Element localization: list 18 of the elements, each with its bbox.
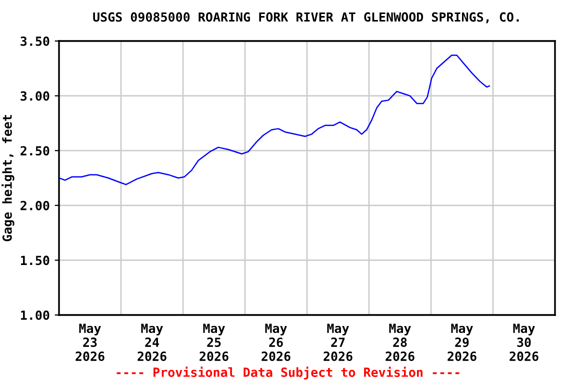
line-series [59, 54, 490, 186]
y-tick-label: 2.50 [20, 146, 50, 156]
x-tick-label: May 30 2026 [510, 324, 538, 362]
x-tick-label: May 28 2026 [386, 324, 414, 362]
chart-title: USGS 09085000 ROARING FORK RIVER AT GLENWOOD SPRINGS, CO. [93, 12, 519, 24]
x-tick-label: May 29 2026 [448, 324, 476, 362]
x-tick-label: May 26 2026 [262, 324, 290, 362]
y-tick-label: 3.50 [20, 36, 50, 46]
y-tick-label: 1.00 [21, 310, 50, 320]
x-tick-label: May 27 2026 [324, 324, 352, 362]
y-tick-label: 3.00 [20, 91, 50, 101]
x-tick-label: May 23 2026 [76, 324, 104, 362]
y-tick-label: 1.50 [21, 256, 50, 266]
x-tick-label: May 24 2026 [138, 324, 166, 362]
y-tick-label: 2.00 [20, 200, 50, 210]
text: ---- Provisional Data Subject to Revision ---- [116, 366, 460, 380]
y-axis-title: Gage height, feet [2, 115, 14, 242]
x-tick-label: May 25 2026 [200, 324, 228, 362]
